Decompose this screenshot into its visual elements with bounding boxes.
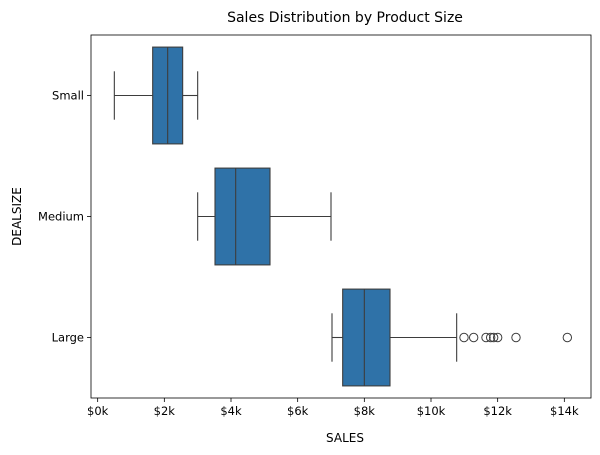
- x-axis-ticks: $0k $2k $4k $6k $8k $10k $12k $14k: [87, 398, 579, 418]
- outlier-point: [485, 332, 496, 343]
- box-medium: [197, 167, 332, 266]
- outlier-point: [492, 332, 503, 343]
- y-tick-label-small: Small: [52, 89, 84, 103]
- iqr-box: [342, 288, 391, 387]
- x-tick-label: $6k: [287, 404, 309, 418]
- y-axis-ticks: Small Medium Large: [38, 89, 91, 345]
- x-tick-label: $4k: [220, 404, 242, 418]
- x-tick-label: $14k: [550, 404, 579, 418]
- x-tick-label: $2k: [154, 404, 176, 418]
- y-tick-label-medium: Medium: [38, 210, 84, 224]
- chart-title: Sales Distribution by Product Size: [227, 10, 463, 26]
- outlier-point: [511, 332, 521, 343]
- x-tick-label: $8k: [354, 404, 376, 418]
- outlier-point: [488, 332, 499, 343]
- x-tick-label: $10k: [417, 404, 446, 418]
- iqr-box: [214, 167, 271, 266]
- outlier-point: [562, 332, 573, 343]
- box-small: [113, 46, 199, 145]
- box-series: [113, 46, 573, 387]
- x-axis-label: SALES: [326, 431, 364, 445]
- outlier-point: [468, 332, 479, 343]
- box-large: [331, 288, 573, 387]
- y-axis-label: DEALSIZE: [10, 187, 24, 246]
- outlier-point: [481, 332, 491, 343]
- x-tick-label: $0k: [87, 404, 109, 418]
- x-tick-label: $12k: [483, 404, 512, 418]
- y-tick-label-large: Large: [52, 331, 84, 345]
- outlier-point: [459, 332, 469, 343]
